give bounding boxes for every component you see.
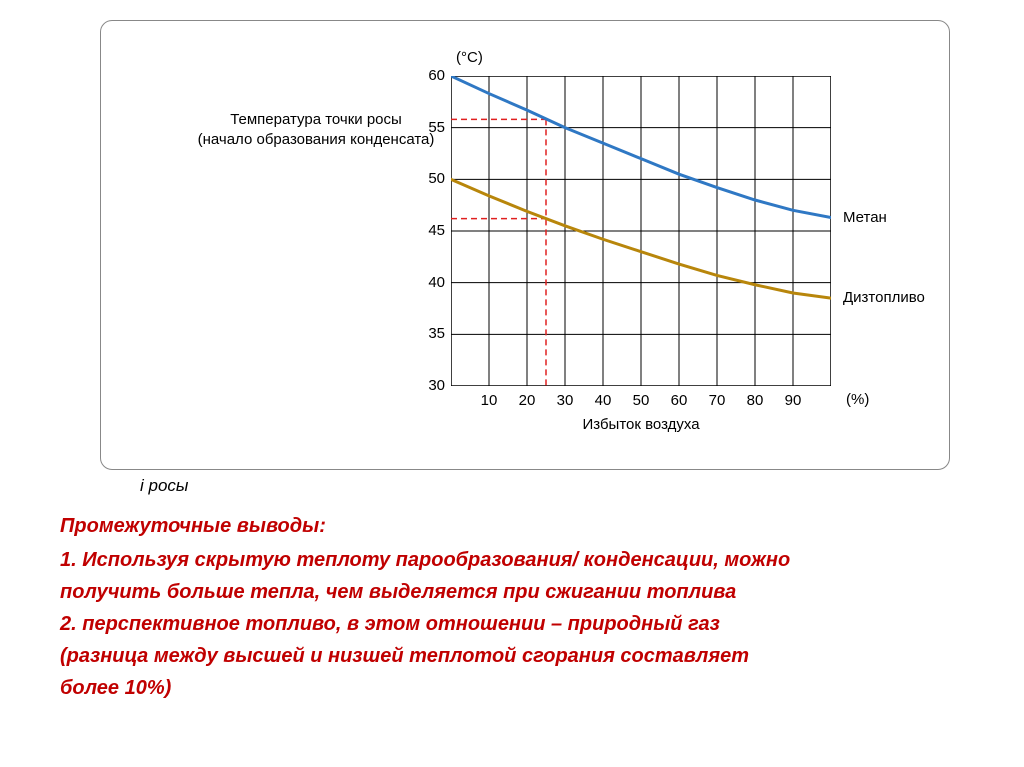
truncated-fragment: і росы xyxy=(140,476,1004,496)
conclusion-1-line1: 1. Используя скрытую теплоту парообразов… xyxy=(60,544,980,576)
x-tick: 20 xyxy=(512,392,542,409)
x-tick: 60 xyxy=(664,392,694,409)
x-tick: 90 xyxy=(778,392,808,409)
x-tick: 80 xyxy=(740,392,770,409)
dewpoint-label-line1: Температура точки росы xyxy=(191,111,441,128)
conclusion-1-line2: получить больше тепла, чем выделяется пр… xyxy=(60,576,980,608)
conclusions-block: Промежуточные выводы: 1. Используя скрыт… xyxy=(60,510,980,704)
conclusion-2-line1: 2. перспективное топливо, в этом отношен… xyxy=(60,608,980,640)
x-axis-title: Избыток воздуха xyxy=(531,416,751,433)
y-tick: 55 xyxy=(415,119,445,136)
y-tick: 40 xyxy=(415,274,445,291)
y-tick: 50 xyxy=(415,170,445,187)
x-tick: 50 xyxy=(626,392,656,409)
chart-plot xyxy=(451,76,831,386)
conclusion-2-line3: более 10%) xyxy=(60,672,980,704)
series-label-methane: Метан xyxy=(843,209,887,226)
chart-inner: Температура точки росы (начало образован… xyxy=(101,41,949,449)
x-tick: 40 xyxy=(588,392,618,409)
y-tick: 30 xyxy=(415,377,445,394)
x-tick: 30 xyxy=(550,392,580,409)
y-tick: 60 xyxy=(415,67,445,84)
conclusion-2-line2: (разница между высшей и низшей теплотой … xyxy=(60,640,980,672)
x-axis-unit: (%) xyxy=(846,391,869,408)
y-axis-unit: (°C) xyxy=(456,49,483,66)
x-tick: 10 xyxy=(474,392,504,409)
y-tick: 35 xyxy=(415,325,445,342)
conclusions-heading: Промежуточные выводы: xyxy=(60,510,980,542)
series-label-diesel: Дизтопливо xyxy=(843,289,925,306)
x-tick: 70 xyxy=(702,392,732,409)
dewpoint-label-line2: (начало образования конденсата) xyxy=(191,131,441,148)
chart-frame: Температура точки росы (начало образован… xyxy=(100,20,950,470)
y-tick: 45 xyxy=(415,222,445,239)
